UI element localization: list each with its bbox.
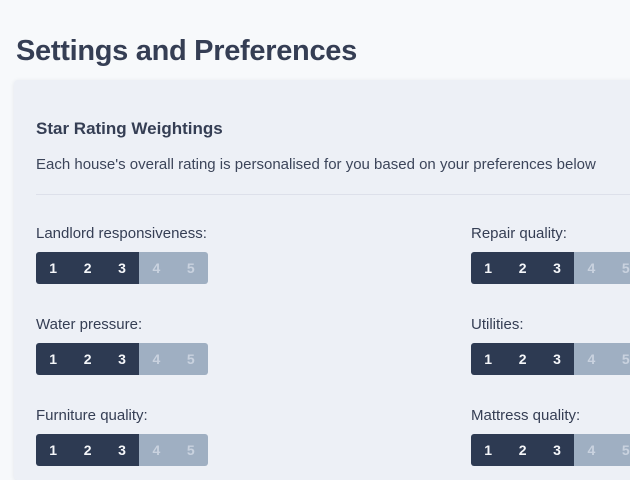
rating-cell-3[interactable]: 3 [104,434,140,467]
rating-cell-4[interactable]: 4 [574,343,609,376]
card-description: Each house's overall rating is personali… [36,156,596,174]
rating-cell-1[interactable]: 1 [36,434,71,467]
rating-cell-2[interactable]: 2 [505,343,540,376]
rating-cell-1[interactable]: 1 [471,343,506,376]
rating-cell-2[interactable]: 2 [70,434,105,467]
rating-cell-5[interactable]: 5 [608,434,630,467]
rating-cell-4[interactable]: 4 [139,343,174,376]
rating-cell-1[interactable]: 1 [471,434,506,467]
rating-label: Landlord responsiveness: [36,225,207,243]
rating-cell-3[interactable]: 3 [539,252,575,285]
rating-cell-3[interactable]: 3 [104,343,140,376]
rating-cell-2[interactable]: 2 [505,252,540,285]
rating-cell-2[interactable]: 2 [70,252,105,285]
star-rating-weightings-card: Star Rating Weightings Each house's over… [14,80,630,480]
rating-label: Utilities: [471,316,524,334]
rating-cell-5[interactable]: 5 [608,343,630,376]
rating-cell-4[interactable]: 4 [574,434,609,467]
page-title: Settings and Preferences [16,35,357,68]
rating-cell-1[interactable]: 1 [36,343,71,376]
rating-cell-3[interactable]: 3 [539,343,575,376]
rating-cell-2[interactable]: 2 [505,434,540,467]
rating-cell-5[interactable]: 5 [608,252,630,285]
rating-cell-3[interactable]: 3 [539,434,575,467]
rating-cell-4[interactable]: 4 [139,252,174,285]
rating-label: Repair quality: [471,225,567,243]
rating-label: Water pressure: [36,316,143,334]
rating-cell-2[interactable]: 2 [70,343,105,376]
card-heading: Star Rating Weightings [36,119,223,139]
rating-cell-5[interactable]: 5 [173,343,208,376]
rating-cell-5[interactable]: 5 [173,434,208,467]
rating-cell-3[interactable]: 3 [104,252,140,285]
divider [36,194,630,196]
rating-cell-1[interactable]: 1 [36,252,71,285]
rating-label: Furniture quality: [36,407,148,425]
rating-cell-4[interactable]: 4 [139,434,174,467]
rating-cell-4[interactable]: 4 [574,252,609,285]
rating-cell-5[interactable]: 5 [173,252,208,285]
rating-cell-1[interactable]: 1 [471,252,506,285]
rating-label: Mattress quality: [471,407,581,425]
